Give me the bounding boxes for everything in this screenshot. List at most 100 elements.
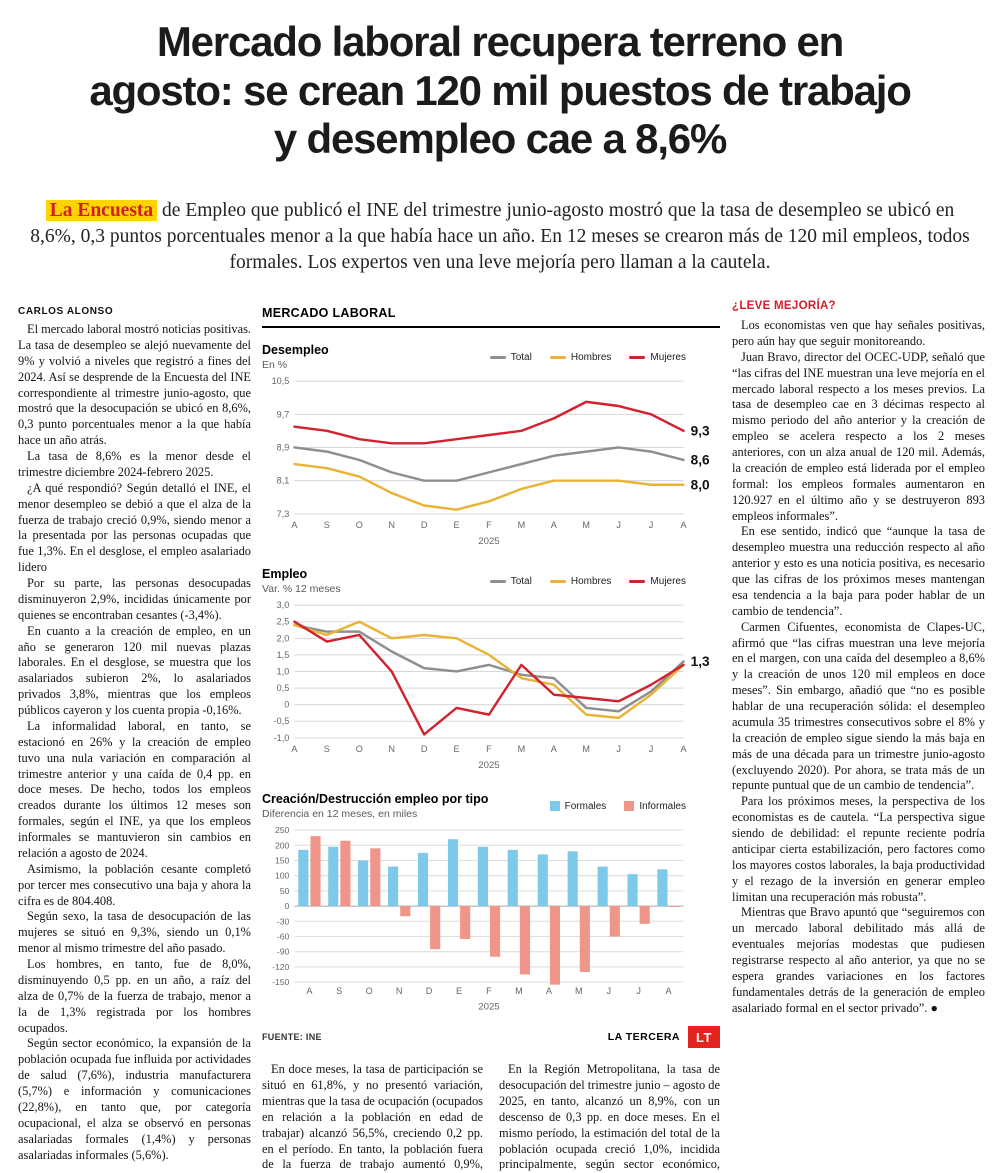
svg-text:E: E xyxy=(454,520,460,530)
article-paragraph: Asimismo, la población cesante completó … xyxy=(18,861,251,908)
svg-text:2,5: 2,5 xyxy=(277,617,290,627)
chart-subtitle: En % xyxy=(262,359,288,371)
chart-legend: Total Hombres Mujeres xyxy=(489,352,720,363)
article-column-left: El mercado laboral mostró noticias posit… xyxy=(18,322,251,1163)
svg-text:2025: 2025 xyxy=(478,761,499,772)
svg-text:M: M xyxy=(518,520,526,530)
svg-text:A: A xyxy=(551,744,558,754)
sidebar-paragraph: Mientras que Bravo apuntó que “seguiremo… xyxy=(732,905,985,1015)
article-paragraph: ¿A qué respondió? Según detalló el INE, … xyxy=(18,480,251,575)
article-paragraph: En la Región Metropolitana, la tasa de d… xyxy=(499,1062,720,1172)
brand-name: LA TERCERA xyxy=(607,1031,680,1044)
svg-text:8,6: 8,6 xyxy=(691,452,710,467)
svg-text:A: A xyxy=(306,986,313,996)
svg-text:10,5: 10,5 xyxy=(272,376,290,386)
svg-text:N: N xyxy=(396,986,403,996)
svg-text:8,9: 8,9 xyxy=(277,442,290,452)
sidebar-column: ¿LEVE MEJORÍA? Los economistas ven que h… xyxy=(732,300,985,1017)
svg-text:S: S xyxy=(336,986,342,996)
svg-text:A: A xyxy=(546,986,553,996)
job-creation-chart-plot: 250 200 150 100 50 0 -30 -60 -90 -120 -150 A S O N D E F M… xyxy=(262,823,720,1017)
article-paragraph: En cuanto a la creación de empleo, en un… xyxy=(18,623,251,717)
svg-text:A: A xyxy=(665,986,672,996)
svg-text:J: J xyxy=(636,986,641,996)
svg-text:250: 250 xyxy=(275,825,290,835)
svg-text:A: A xyxy=(680,744,687,754)
svg-text:-30: -30 xyxy=(277,916,290,926)
svg-text:1,5: 1,5 xyxy=(277,650,290,660)
svg-text:M: M xyxy=(515,986,523,996)
unemployment-chart: Desempleo En % Total Hombres Mujeres 10,5 9… xyxy=(262,343,720,552)
chart-subtitle: Diferencia en 12 meses, en miles xyxy=(262,807,418,820)
svg-text:9,7: 9,7 xyxy=(277,409,290,419)
svg-text:3,0: 3,0 xyxy=(277,600,290,610)
article-paragraph: Por su parte, las personas desocupadas d… xyxy=(18,576,251,622)
svg-text:-90: -90 xyxy=(277,946,290,956)
svg-text:-150: -150 xyxy=(272,977,289,987)
svg-text:A: A xyxy=(551,520,558,530)
svg-text:N: N xyxy=(388,744,395,754)
chart-legend: Formales Informales xyxy=(549,801,720,812)
svg-text:1,0: 1,0 xyxy=(277,667,290,677)
sidebar-paragraph: Los economistas ven que hay señales posi… xyxy=(732,318,985,348)
svg-text:A: A xyxy=(291,744,298,754)
svg-text:D: D xyxy=(421,520,428,530)
svg-text:O: O xyxy=(356,744,363,754)
svg-text:F: F xyxy=(486,744,492,754)
svg-text:D: D xyxy=(421,744,428,754)
infographic-title: MERCADO LABORAL xyxy=(262,306,720,328)
article-paragraph: Según sexo, la tasa de desocupación de l… xyxy=(18,909,251,956)
svg-text:D: D xyxy=(426,986,433,996)
svg-text:150: 150 xyxy=(275,855,290,865)
svg-text:A: A xyxy=(291,520,298,530)
svg-text:E: E xyxy=(456,986,462,996)
svg-text:-0,5: -0,5 xyxy=(274,717,290,727)
lead-text: de Empleo que publicó el INE del trimest… xyxy=(30,200,970,273)
unemployment-chart-plot: 10,5 9,7 8,9 8,1 7,3 8,6 8,0 9,3 A S O N D E F M A M J J A 20… xyxy=(262,374,720,552)
article-paragraph: Según sector económico, la expansión de … xyxy=(18,1036,251,1162)
svg-text:M: M xyxy=(518,744,526,754)
article-paragraph: En doce meses, la tasa de participación … xyxy=(262,1062,483,1172)
chart-title: Empleo xyxy=(262,567,308,582)
lt-logo: LT xyxy=(688,1026,720,1049)
svg-text:S: S xyxy=(324,520,330,530)
svg-text:S: S xyxy=(324,744,330,754)
svg-text:7,3: 7,3 xyxy=(277,509,290,519)
svg-text:F: F xyxy=(486,986,492,996)
chart-title: Desempleo xyxy=(262,343,329,357)
chart-title: Creación/Destrucción empleo por tipo xyxy=(262,791,489,806)
svg-text:0,5: 0,5 xyxy=(277,683,290,693)
svg-text:M: M xyxy=(575,986,583,996)
article-paragraph: El mercado laboral mostró noticias posit… xyxy=(18,322,251,448)
svg-text:F: F xyxy=(486,520,492,530)
svg-text:O: O xyxy=(366,986,373,996)
svg-text:2,0: 2,0 xyxy=(277,634,290,644)
svg-text:A: A xyxy=(680,520,687,530)
article-paragraph: La informalidad laboral, en tanto, se es… xyxy=(18,718,251,860)
job-creation-chart: Creación/Destrucción empleo por tipo Dif… xyxy=(262,792,720,1017)
chart-legend: Total Hombres Mujeres xyxy=(489,576,720,587)
svg-text:1,3: 1,3 xyxy=(691,654,710,669)
svg-text:E: E xyxy=(454,744,460,754)
headline-line-1: Mercado laboral recupera terreno en xyxy=(156,18,844,65)
svg-text:J: J xyxy=(616,744,621,754)
svg-text:0: 0 xyxy=(284,700,289,710)
svg-text:100: 100 xyxy=(275,870,290,880)
svg-text:50: 50 xyxy=(280,886,290,896)
article-paragraph: Los hombres, en tanto, fue de 8,0%, dism… xyxy=(18,957,251,1035)
svg-text:J: J xyxy=(616,520,621,530)
svg-text:9,3: 9,3 xyxy=(691,423,710,438)
svg-text:M: M xyxy=(582,520,590,530)
sidebar-paragraph: En ese sentido, indicó que “aunque la ta… xyxy=(732,524,985,618)
sidebar-paragraph: Para los próximos meses, la perspectiva … xyxy=(732,794,985,904)
source-note: FUENTE: INE xyxy=(262,1032,322,1043)
sidebar-paragraph: Juan Bravo, director del OCEC-UDP, señal… xyxy=(732,349,985,523)
sidebar-paragraph: Carmen Cifuentes, economista de Clapes-U… xyxy=(732,619,985,793)
headline-line-2: agosto: se crean 120 mil puestos de trab… xyxy=(89,66,912,114)
svg-text:2025: 2025 xyxy=(478,536,499,547)
svg-text:200: 200 xyxy=(275,840,290,850)
infographic-footer: FUENTE: INE LA TERCERA LT xyxy=(262,1026,720,1049)
svg-text:-120: -120 xyxy=(272,962,289,972)
sidebar-title: ¿LEVE MEJORÍA? xyxy=(732,300,836,312)
svg-text:8,1: 8,1 xyxy=(277,476,290,486)
